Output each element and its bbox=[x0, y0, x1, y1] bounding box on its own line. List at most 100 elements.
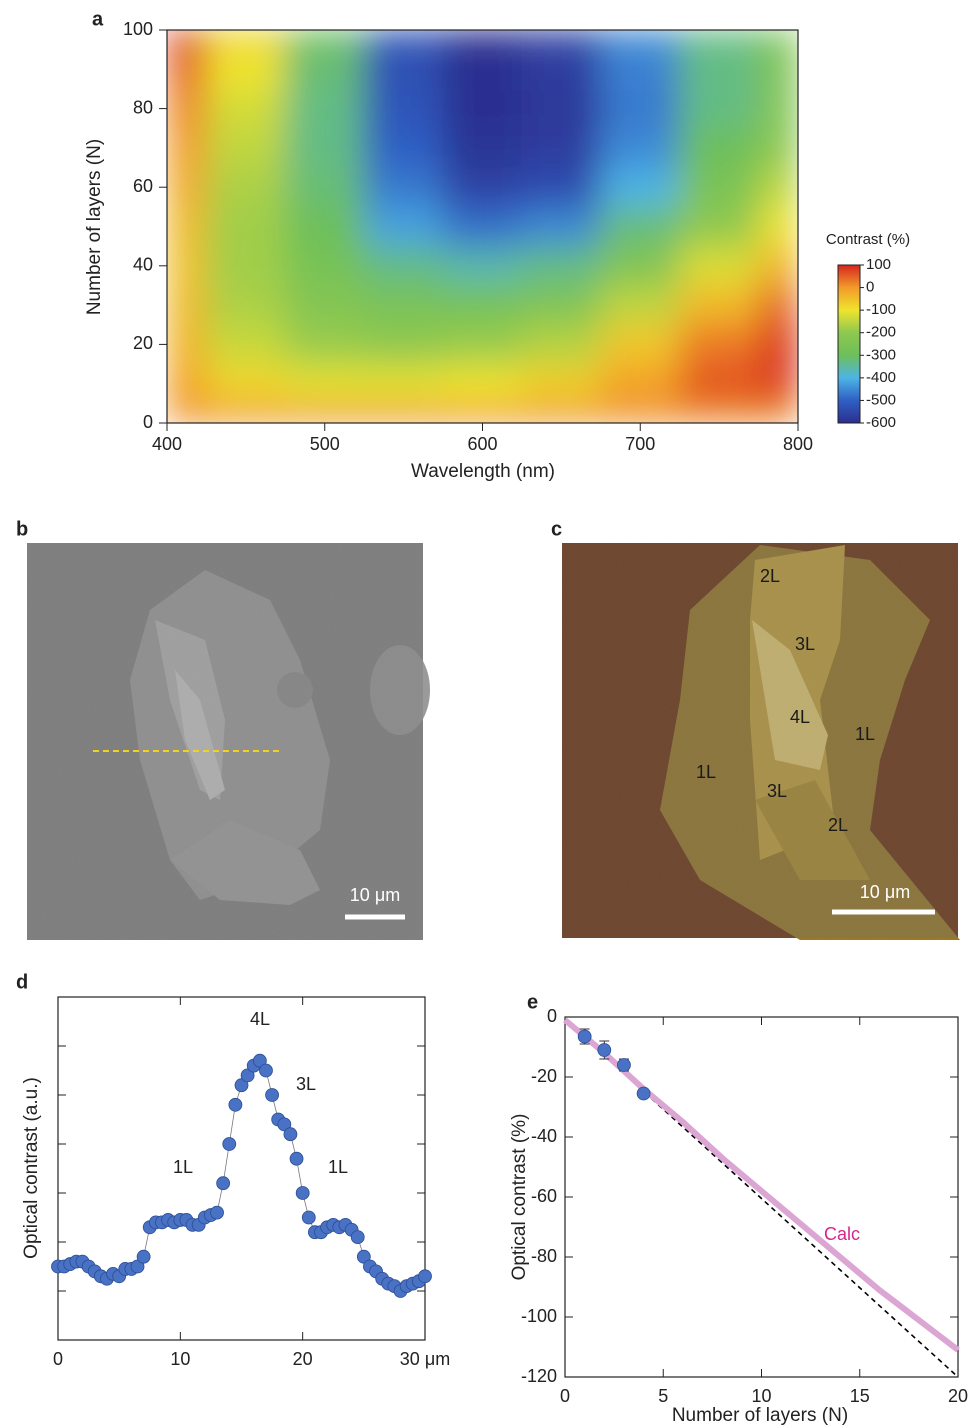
colorbar-tick-label: -400 bbox=[866, 369, 896, 386]
data-point bbox=[356, 1249, 371, 1264]
colorbar-tick-label: -600 bbox=[866, 414, 896, 431]
heatmap-cell bbox=[679, 245, 760, 286]
heatmap-cell bbox=[758, 402, 798, 423]
data-point bbox=[289, 1151, 304, 1166]
heatmap-cell bbox=[363, 284, 444, 326]
panel-label: a bbox=[92, 8, 104, 30]
heatmap-cell bbox=[600, 88, 681, 129]
data-point bbox=[283, 1127, 298, 1142]
y-axis-label: Number of layers (N) bbox=[84, 139, 105, 315]
heatmap-cell bbox=[363, 30, 444, 51]
series-line bbox=[563, 1017, 960, 1353]
heatmap-cell bbox=[758, 206, 798, 247]
data-point bbox=[228, 1097, 243, 1112]
heatmap-cell bbox=[167, 49, 207, 90]
heatmap-cell bbox=[679, 167, 760, 208]
annotation: 3L bbox=[296, 1074, 316, 1094]
heatmap-cell bbox=[521, 206, 602, 247]
heatmap-cell bbox=[600, 324, 681, 365]
heatmap-cell bbox=[363, 402, 444, 423]
heatmap-cell bbox=[167, 324, 207, 365]
heatmap-cell bbox=[679, 88, 760, 129]
x-axis-label: Wavelength (nm) bbox=[411, 461, 555, 482]
heatmap-cell bbox=[442, 324, 523, 365]
x-tick-label: 700 bbox=[625, 434, 655, 454]
heatmap-cell bbox=[679, 206, 760, 247]
heatmap-cell bbox=[758, 49, 798, 90]
panel-label: b bbox=[16, 518, 28, 540]
panel-label: e bbox=[527, 991, 538, 1013]
colorbar-tick-label: 100 bbox=[866, 256, 891, 273]
data-point bbox=[222, 1137, 237, 1151]
heatmap-cell bbox=[363, 324, 444, 365]
heatmap-cell bbox=[284, 88, 365, 129]
heatmap-cell bbox=[205, 245, 286, 286]
heatmap-cell bbox=[758, 88, 798, 129]
heatmap-cell bbox=[442, 245, 523, 286]
x-tick-label: 30 μm bbox=[400, 1349, 450, 1369]
data-point bbox=[265, 1088, 279, 1102]
data-point bbox=[597, 1043, 612, 1057]
heatmap-cell bbox=[363, 363, 444, 404]
layer-label: 3L bbox=[767, 781, 787, 801]
y-tick-label: 0 bbox=[143, 412, 153, 432]
heatmap-cell bbox=[679, 30, 760, 51]
layer-label: 1L bbox=[696, 762, 716, 782]
y-tick-label: -40 bbox=[531, 1126, 557, 1146]
plot-frame bbox=[57, 996, 426, 1341]
heatmap-cell bbox=[758, 324, 798, 365]
data-point bbox=[277, 1117, 292, 1132]
heatmap-cell bbox=[521, 167, 602, 208]
heatmap-cell bbox=[442, 402, 523, 423]
heatmap-cell bbox=[205, 284, 286, 326]
x-tick-label: 0 bbox=[53, 1349, 63, 1369]
scale-bar-label: 10 μm bbox=[350, 885, 400, 905]
heatmap-cell bbox=[521, 49, 602, 90]
heatmap-cell bbox=[521, 324, 602, 365]
heatmap-cell bbox=[600, 245, 681, 286]
colorbar-tick-label: -200 bbox=[866, 324, 896, 341]
heatmap-cell bbox=[284, 402, 365, 423]
data-point bbox=[216, 1176, 231, 1191]
heatmap-cell bbox=[167, 402, 207, 423]
x-tick-label: 20 bbox=[948, 1386, 968, 1406]
heatmap-cell bbox=[284, 206, 365, 247]
data-point bbox=[210, 1205, 224, 1220]
data-point bbox=[617, 1058, 631, 1072]
data-point bbox=[130, 1259, 145, 1274]
panel-label: c bbox=[551, 518, 562, 540]
y-tick-label: 40 bbox=[133, 255, 153, 275]
data-point bbox=[350, 1230, 365, 1244]
heatmap-cell bbox=[600, 284, 681, 326]
heatmap-cell bbox=[205, 402, 286, 423]
heatmap-cell bbox=[758, 30, 798, 51]
heatmap-cell bbox=[363, 245, 444, 286]
y-tick-label: -100 bbox=[521, 1306, 557, 1326]
colorbar-tick-label: -500 bbox=[866, 391, 896, 408]
heatmap-cell bbox=[442, 206, 523, 247]
heatmap-cell bbox=[205, 127, 286, 169]
data-point bbox=[418, 1269, 432, 1284]
y-tick-label: 60 bbox=[133, 176, 153, 196]
layer-label: 1L bbox=[855, 724, 875, 744]
y-tick-label: -20 bbox=[531, 1066, 557, 1086]
heatmap-cell bbox=[758, 363, 798, 404]
heatmap-cell bbox=[205, 88, 286, 129]
heatmap-cell bbox=[600, 127, 681, 169]
x-tick-label: 800 bbox=[783, 434, 813, 454]
heatmap-cells bbox=[167, 30, 798, 423]
heatmap-cell bbox=[600, 49, 681, 90]
colorbar-tick-label: 0 bbox=[866, 279, 874, 296]
heatmap-cell bbox=[205, 49, 286, 90]
heatmap-cell bbox=[521, 402, 602, 423]
data-point bbox=[295, 1186, 310, 1200]
data-point bbox=[259, 1063, 273, 1078]
heatmap-cell bbox=[521, 127, 602, 169]
heatmap-cell bbox=[167, 88, 207, 129]
heatmap-cell bbox=[363, 49, 444, 90]
x-tick-label: 5 bbox=[658, 1386, 668, 1406]
x-tick-label: 400 bbox=[152, 434, 182, 454]
heatmap-cell bbox=[758, 167, 798, 208]
heatmap-cell bbox=[205, 363, 286, 404]
